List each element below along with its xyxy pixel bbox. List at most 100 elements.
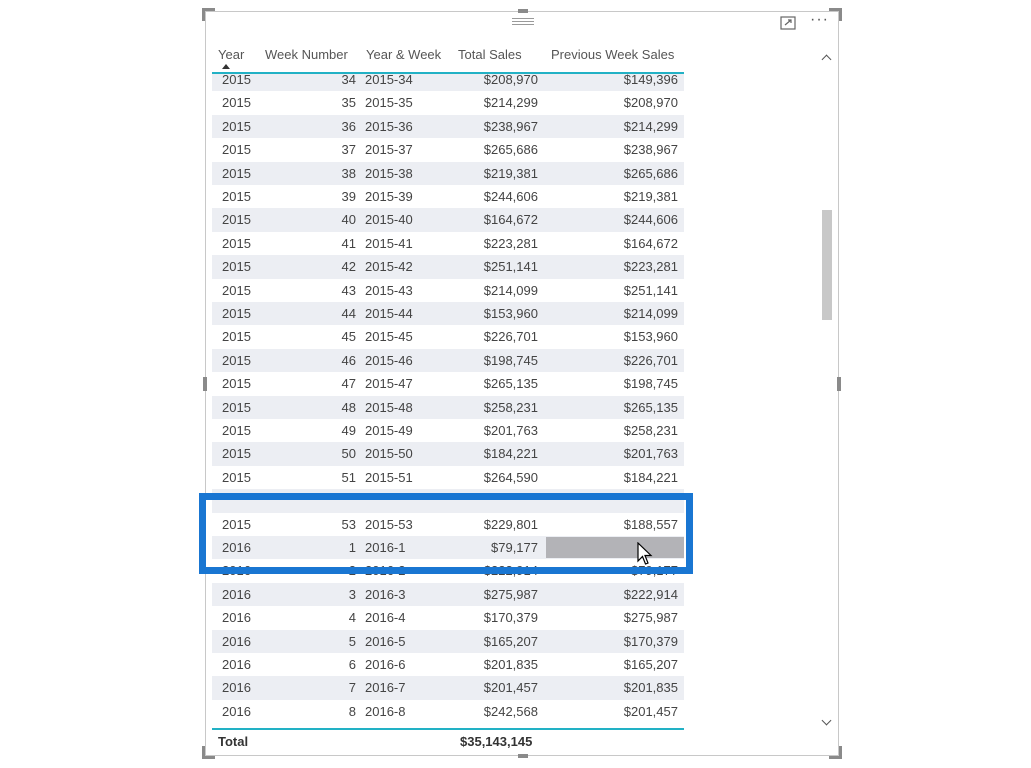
cell-previous-week-sales[interactable]: $153,960 — [623, 329, 678, 345]
cell-total-sales[interactable]: $208,970 — [483, 74, 538, 87]
cell-total-sales[interactable]: $226,701 — [483, 329, 538, 345]
table-row[interactable]: 2015 43 2015-43 $214,099 $251,141 — [212, 279, 684, 302]
table-row[interactable]: 2015 44 2015-44 $153,960 $214,099 — [212, 302, 684, 326]
cell-year-week[interactable]: 2015-45 — [365, 329, 413, 345]
cell-year[interactable]: 2015 — [222, 282, 251, 298]
cell-week-number[interactable]: 5 — [348, 633, 356, 649]
cell-week-number[interactable]: 2 — [348, 563, 356, 579]
table-row[interactable]: 2015 41 2015-41 $223,281 $164,672 — [212, 232, 684, 255]
table-row[interactable]: 2015 53 2015-53 $229,801 $188,557 — [212, 513, 684, 536]
cell-year[interactable]: 2015 — [222, 329, 251, 345]
cell-year-week[interactable]: 2015-48 — [365, 399, 413, 415]
cell-previous-week-sales[interactable]: $238,967 — [623, 142, 678, 158]
cell-total-sales[interactable]: $79,177 — [491, 540, 538, 555]
cell-total-sales[interactable]: $258,231 — [483, 399, 538, 415]
table-row[interactable]: 2016 8 2016-8 $242,568 $201,457 — [212, 700, 684, 723]
cell-total-sales[interactable]: $201,457 — [483, 680, 538, 696]
cell-week-number[interactable]: 40 — [341, 212, 356, 228]
cell-year-week[interactable]: 2015-43 — [365, 282, 413, 298]
cell-total-sales[interactable]: $244,606 — [483, 189, 538, 204]
cell-year[interactable]: 2015 — [222, 165, 251, 181]
cell-week-number[interactable]: 7 — [348, 680, 356, 696]
cell-year-week[interactable]: 2015-39 — [365, 189, 413, 204]
table-row[interactable]: 2015 42 2015-42 $251,141 $223,281 — [212, 255, 684, 279]
resize-handle-left[interactable] — [203, 377, 207, 391]
cell-year-week[interactable]: 2016-3 — [365, 586, 406, 602]
cell-total-sales[interactable]: $242,568 — [483, 703, 538, 719]
scroll-up-icon[interactable] — [821, 54, 832, 65]
cell-year-week[interactable]: 2015-34 — [365, 74, 413, 87]
cell-year[interactable]: 2016 — [222, 610, 251, 626]
cell-week-number[interactable]: 8 — [348, 703, 356, 719]
cell-year-week[interactable]: 2015-37 — [365, 142, 413, 158]
cell-previous-week-sales[interactable]: $208,970 — [623, 95, 678, 111]
table-row[interactable]: 2015 38 2015-38 $219,381 $265,686 — [212, 161, 684, 185]
cell-previous-week-sales[interactable]: $188,557 — [623, 516, 678, 532]
column-header-year-week[interactable]: Year & Week — [366, 47, 442, 62]
cell-total-sales[interactable]: $153,960 — [483, 306, 538, 321]
cell-previous-week-sales[interactable]: $258,231 — [623, 423, 678, 438]
cell-total-sales[interactable]: $219,381 — [483, 165, 538, 181]
cell-year-week[interactable]: 2015-40 — [365, 212, 413, 228]
table-row[interactable]: 2016 1 2016-1 $79,177 — [212, 536, 684, 560]
cell-year-week[interactable]: 2015-53 — [365, 516, 413, 532]
cell-year[interactable]: 2016 — [222, 540, 251, 555]
cell-year[interactable]: 2015 — [222, 446, 251, 462]
cell-previous-week-sales[interactable]: $223,281 — [623, 259, 678, 275]
cell-previous-week-sales[interactable]: $265,135 — [623, 399, 678, 415]
table-row[interactable]: 2015 35 2015-35 $214,299 $208,970 — [212, 91, 684, 114]
cell-previous-week-sales[interactable]: $201,835 — [623, 680, 678, 696]
cell-year-week[interactable]: 2015-36 — [365, 118, 413, 134]
table-row[interactable]: 2016 7 2016-7 $201,457 $201,835 — [212, 676, 684, 700]
cell-previous-week-sales[interactable]: $275,987 — [623, 610, 678, 626]
cell-previous-week-sales[interactable]: $265,686 — [623, 165, 678, 181]
resize-handle-top[interactable] — [518, 9, 528, 13]
cell-previous-week-sales[interactable]: $219,381 — [623, 189, 678, 204]
cell-previous-week-sales[interactable]: $251,141 — [623, 282, 678, 298]
cell-week-number[interactable]: 38 — [341, 165, 356, 181]
cell-total-sales[interactable]: $198,745 — [483, 352, 538, 368]
cell-year[interactable]: 2015 — [222, 235, 251, 251]
cell-year-week[interactable]: 2016-1 — [365, 540, 406, 555]
cell-week-number[interactable]: 42 — [341, 259, 356, 275]
cell-previous-week-sales[interactable]: $214,099 — [623, 306, 678, 321]
resize-handle-bottom-left[interactable] — [202, 746, 215, 759]
cell-previous-week-sales[interactable]: $184,221 — [623, 469, 678, 485]
table-row[interactable]: 2015 37 2015-37 $265,686 $238,967 — [212, 138, 684, 161]
cell-previous-week-sales[interactable]: $165,207 — [623, 657, 678, 672]
scrollbar-thumb[interactable] — [822, 210, 832, 320]
table-row[interactable]: 2016 4 2016-4 $170,379 $275,987 — [212, 606, 684, 629]
cell-week-number[interactable]: 37 — [341, 142, 356, 158]
cell-year-week[interactable]: 2015-41 — [365, 235, 413, 251]
cell-year[interactable]: 2015 — [222, 74, 251, 87]
cell-week-number[interactable]: 48 — [341, 399, 356, 415]
cell-year-week[interactable]: 2015-49 — [365, 423, 413, 438]
cell-year[interactable]: 2015 — [222, 189, 251, 204]
scroll-down-icon[interactable] — [821, 715, 832, 726]
cell-week-number[interactable]: 45 — [341, 329, 356, 345]
focus-mode-icon[interactable] — [780, 16, 796, 30]
cell-week-number[interactable]: 50 — [341, 446, 356, 462]
cell-year-week[interactable]: 2016-2 — [365, 563, 406, 579]
cell-year[interactable]: 2016 — [222, 703, 251, 719]
cell-year[interactable]: 2015 — [222, 118, 251, 134]
cell-year[interactable]: 2015 — [222, 516, 251, 532]
table-row[interactable]: 2015 48 2015-48 $258,231 $265,135 — [212, 395, 684, 419]
table-row[interactable]: 2015 46 2015-46 $198,745 $226,701 — [212, 348, 684, 373]
cell-previous-week-sales[interactable]: $198,745 — [623, 376, 678, 392]
cell-total-sales[interactable]: $165,207 — [483, 633, 538, 649]
cell-previous-week-sales[interactable]: $244,606 — [623, 212, 678, 228]
cell-year-week[interactable]: 2015-46 — [365, 352, 413, 368]
cell-year-week[interactable]: 2016-6 — [365, 657, 406, 672]
cell-week-number[interactable]: 43 — [341, 282, 356, 298]
cell-total-sales[interactable]: $184,221 — [483, 446, 538, 462]
more-options-icon[interactable]: ··· — [810, 11, 829, 28]
cell-total-sales[interactable]: $214,099 — [483, 282, 538, 298]
selected-cell[interactable] — [546, 537, 684, 558]
table-row[interactable]: 2015 40 2015-40 $164,672 $244,606 — [212, 208, 684, 232]
cell-year[interactable]: 2015 — [222, 352, 251, 368]
cell-year[interactable]: 2015 — [222, 376, 251, 392]
cell-week-number[interactable]: 41 — [341, 235, 356, 251]
cell-year[interactable]: 2015 — [222, 95, 251, 111]
cell-week-number[interactable]: 44 — [341, 306, 356, 321]
